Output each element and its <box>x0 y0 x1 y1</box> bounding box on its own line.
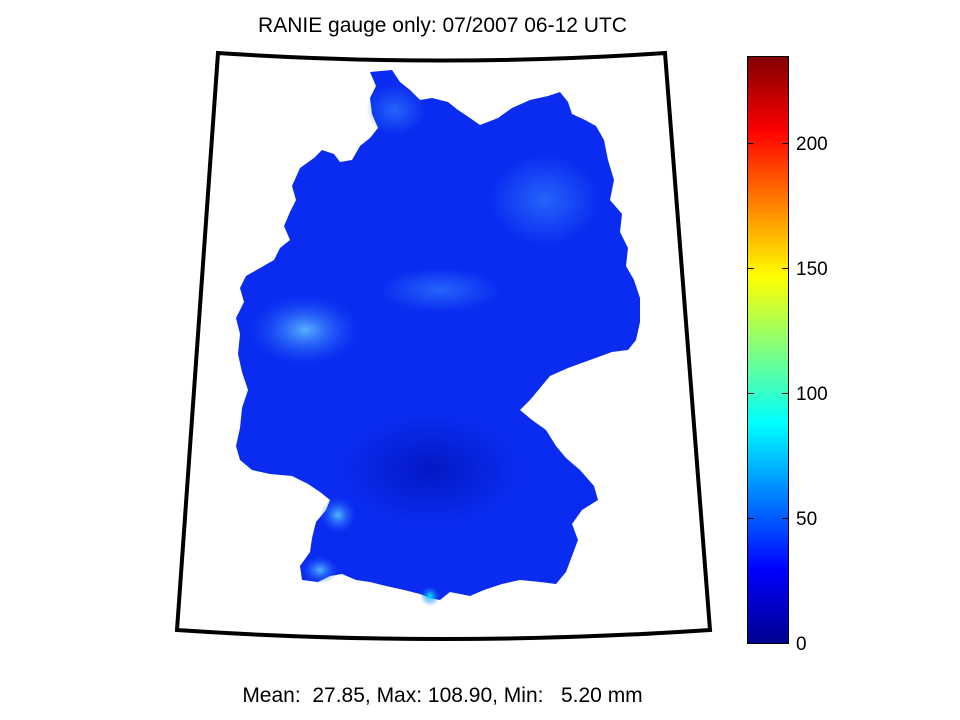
colorbar-tickmark <box>782 143 789 144</box>
colorbar-tick-label: 50 <box>796 509 818 530</box>
map-title: RANIE gauge only: 07/2007 06-12 UTC <box>258 14 627 37</box>
south-dark-area <box>340 415 520 525</box>
southwest-high-precip <box>320 497 356 533</box>
colorbar-tick-label: 100 <box>796 384 828 405</box>
west-high-precip <box>250 295 360 365</box>
colorbar-tick-label: 200 <box>796 134 828 155</box>
southwest-corner-precip <box>302 556 338 584</box>
colorbar-tickmark <box>782 518 789 519</box>
north-coast-light <box>365 85 425 135</box>
colorbar <box>747 56 789 644</box>
central-light-band <box>380 268 500 312</box>
precipitation-field <box>236 70 640 606</box>
colorbar-tickmark <box>747 518 754 519</box>
colorbar-tickmark <box>747 393 754 394</box>
northeast-light-area <box>490 155 600 245</box>
colorbar-tickmark <box>747 143 754 144</box>
statistics-caption: Mean: 27.85, Max: 108.90, Min: 5.20 mm <box>242 684 643 707</box>
colorbar-tick-label: 0 <box>796 634 807 655</box>
colorbar-tickmark <box>747 268 754 269</box>
colorbar-tickmark <box>782 268 789 269</box>
colorbar-tickmark <box>782 393 789 394</box>
colorbar-tick-label: 150 <box>796 259 828 280</box>
south-alpine-peak <box>420 586 440 606</box>
